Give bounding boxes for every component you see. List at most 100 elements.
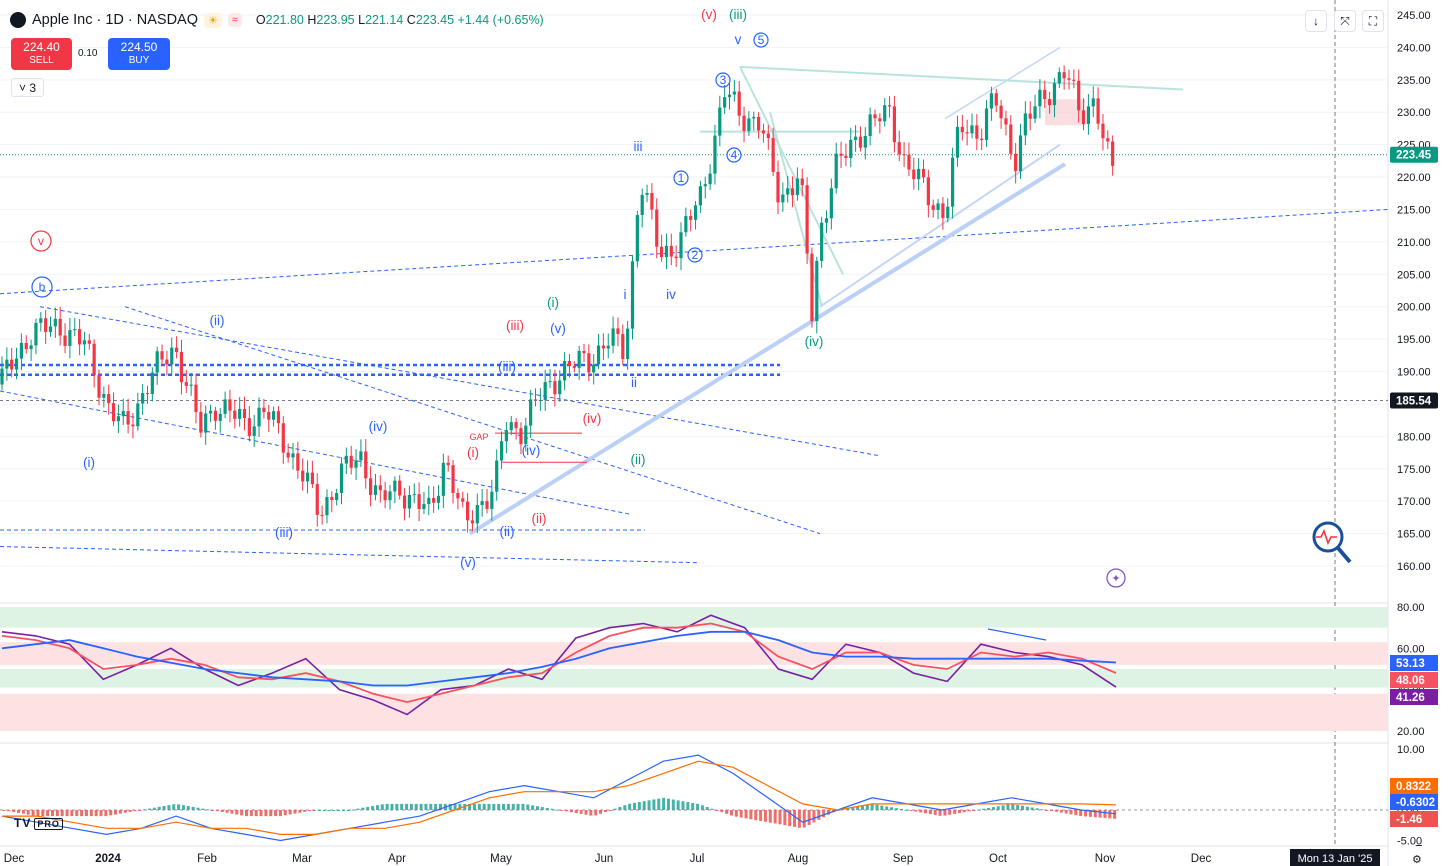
macd-histogram-bar [933, 810, 937, 815]
candle-body [296, 453, 300, 471]
time-tick-label: Jun [595, 853, 614, 865]
candle-body [126, 411, 130, 425]
candle-body [393, 480, 397, 492]
macd-histogram-bar [579, 810, 583, 814]
macd-histogram-bar [666, 798, 670, 810]
macd-histogram-bar [996, 806, 1000, 810]
rsi-overbought-zone [0, 607, 1388, 628]
macd-histogram-bar [594, 810, 598, 816]
candle-body [635, 215, 639, 262]
symbol-title[interactable]: Apple Inc · 1D · NASDAQ [32, 12, 198, 28]
macd-histogram-bar [502, 803, 506, 810]
settings-icon[interactable]: ⚙ [1412, 854, 1422, 866]
macd-histogram-bar [914, 810, 918, 812]
macd-histogram-bar [521, 803, 525, 810]
macd-histogram-bar [817, 810, 821, 820]
macd-histogram-bar [51, 810, 54, 817]
circled-wave-label: 3 [715, 72, 731, 88]
macd-histogram-bar [754, 810, 758, 821]
fullscreen-toggle-icon[interactable]: ⤧ [1334, 10, 1356, 32]
candle-body [14, 358, 19, 370]
candle-body [514, 422, 518, 429]
macd-histogram-bar [778, 810, 782, 825]
candle-body [693, 205, 698, 220]
macd-signal-line [2, 760, 1117, 835]
wave-label: (iv) [369, 419, 388, 434]
candle-body [723, 97, 727, 108]
candle-body [194, 384, 198, 412]
price-tick-label: 215.00 [1397, 204, 1431, 216]
macd-histogram-bar [506, 803, 510, 810]
macd-histogram-bar [405, 803, 409, 810]
macd-histogram-bar [870, 803, 874, 810]
candle-body [499, 441, 504, 461]
macd-histogram-bar [705, 807, 709, 810]
candle-body [320, 514, 324, 516]
candle-body [975, 125, 979, 139]
candle-body [1067, 78, 1071, 80]
macd-histogram-bar [1054, 810, 1058, 812]
marked-price-tag-bg [1390, 392, 1438, 409]
sell-button[interactable]: 224.40 SELL [11, 38, 72, 70]
time-tick-label: Apr [388, 853, 406, 865]
macd-histogram-bar [807, 810, 811, 825]
download-icon[interactable]: ↓ [1305, 10, 1327, 32]
candle-body [829, 188, 833, 219]
macd-histogram-bar [448, 803, 452, 810]
candles [0, 65, 1115, 533]
macd-histogram-bar [953, 810, 957, 814]
candle-body [810, 253, 814, 322]
macd-histogram-bar [245, 810, 248, 817]
macd-histogram-bar [17, 810, 21, 813]
channel-line [944, 46, 1061, 120]
macd-histogram-bar [676, 800, 680, 810]
rsi-zone [0, 642, 1388, 665]
svg-text:v: v [38, 234, 44, 248]
candle-body [524, 425, 528, 445]
screenshot-icon[interactable]: ⛶ [1362, 10, 1384, 32]
macd-histogram-bar [1093, 810, 1097, 818]
macd-histogram-bar [720, 810, 724, 813]
wave-label: (iv) [583, 411, 602, 426]
candle-body [436, 495, 441, 503]
macd-histogram-bar [991, 807, 995, 810]
macd-histogram-bar [880, 805, 884, 810]
macd-histogram-bar [734, 810, 738, 817]
indicators-toggle[interactable]: ˅ 3 [11, 78, 44, 97]
price-tick-label: 195.00 [1397, 334, 1431, 346]
macd-line [1, 754, 1117, 842]
candle-body [233, 410, 237, 419]
market-status-icon[interactable]: ☀ [204, 12, 222, 28]
candle-body [34, 322, 38, 346]
macd-histogram-bar [686, 802, 690, 810]
tradingview-logo[interactable]: TV PRO [14, 816, 63, 830]
candle-body [805, 185, 809, 254]
macd-histogram-bar [1084, 810, 1088, 817]
macd-histogram-bar [671, 799, 675, 810]
macd-histogram-bar [157, 806, 161, 810]
macd-histogram-bar [259, 810, 263, 817]
time-tick-label: Oct [989, 853, 1008, 865]
macd-histogram-bar [177, 804, 181, 810]
macd-histogram-bar [851, 807, 855, 810]
rsi-oversold-zone [0, 693, 1388, 731]
price-tick-label: 175.00 [1397, 464, 1431, 476]
macd-value-tag-bg [1390, 794, 1438, 810]
candle-body [824, 218, 829, 223]
candle-body [63, 335, 67, 346]
minus-icon[interactable]: − [1415, 838, 1423, 853]
candle-body [165, 359, 169, 365]
macd-histogram-bar [584, 810, 588, 815]
macd-histogram-bar [555, 809, 559, 811]
macd-histogram-bar [633, 802, 636, 810]
candle-body [645, 192, 649, 195]
data-status-icon[interactable]: ≈ [227, 13, 242, 27]
candle-body [39, 318, 43, 323]
macd-histogram-bar [1074, 810, 1078, 816]
svg-text:2: 2 [692, 248, 699, 262]
candle-body [373, 485, 378, 495]
candle-body [1072, 79, 1076, 81]
candle-body [0, 368, 4, 385]
buy-button[interactable]: 224.50 BUY [108, 38, 170, 70]
